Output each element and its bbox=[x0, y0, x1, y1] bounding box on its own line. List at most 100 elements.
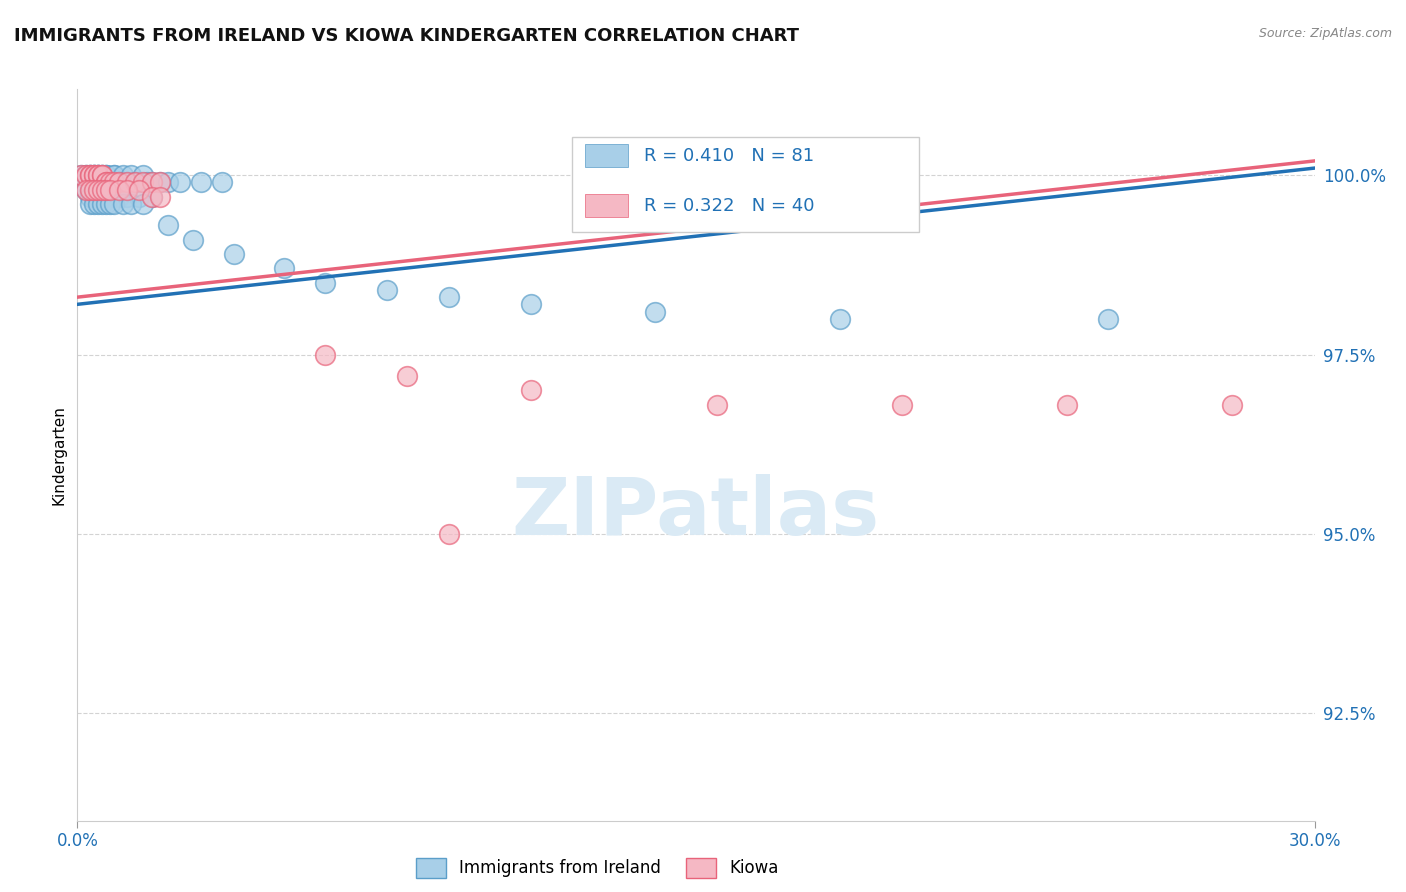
Point bbox=[149, 176, 172, 190]
Point bbox=[132, 176, 155, 190]
Point bbox=[437, 290, 460, 304]
Point bbox=[91, 168, 114, 182]
Point bbox=[83, 190, 105, 204]
Point bbox=[141, 176, 163, 190]
Point bbox=[273, 261, 295, 276]
Point bbox=[520, 297, 543, 311]
Point bbox=[75, 168, 97, 182]
Point bbox=[98, 176, 121, 190]
Point bbox=[83, 168, 105, 182]
Point bbox=[91, 190, 114, 204]
Point bbox=[87, 168, 110, 182]
Point bbox=[1220, 398, 1243, 412]
Point bbox=[157, 219, 180, 233]
Point bbox=[87, 168, 110, 182]
Point bbox=[87, 168, 110, 182]
Point bbox=[111, 176, 134, 190]
Point bbox=[79, 197, 101, 211]
Point bbox=[96, 176, 118, 190]
Point bbox=[79, 168, 101, 182]
Point bbox=[141, 176, 163, 190]
Point bbox=[96, 168, 118, 182]
Point bbox=[79, 168, 101, 182]
Y-axis label: Kindergarten: Kindergarten bbox=[51, 405, 66, 505]
Point bbox=[111, 197, 134, 211]
Point bbox=[96, 190, 118, 204]
Point bbox=[120, 197, 142, 211]
Point bbox=[87, 190, 110, 204]
Point bbox=[115, 176, 138, 190]
Point bbox=[107, 176, 129, 190]
Point bbox=[107, 176, 129, 190]
Point bbox=[107, 190, 129, 204]
Point bbox=[103, 183, 125, 197]
Point bbox=[91, 168, 114, 182]
Point bbox=[87, 168, 110, 182]
Point bbox=[706, 398, 728, 412]
Point bbox=[75, 183, 97, 197]
Point bbox=[83, 168, 105, 182]
Point bbox=[396, 369, 419, 384]
Point bbox=[98, 197, 121, 211]
FancyBboxPatch shape bbox=[585, 194, 628, 218]
Point bbox=[87, 197, 110, 211]
Point bbox=[375, 283, 398, 297]
Point bbox=[91, 168, 114, 182]
Point bbox=[83, 168, 105, 182]
Point bbox=[169, 176, 191, 190]
Point bbox=[115, 190, 138, 204]
Point bbox=[98, 183, 121, 197]
Point bbox=[644, 304, 666, 318]
Point bbox=[115, 176, 138, 190]
Text: R = 0.410   N = 81: R = 0.410 N = 81 bbox=[644, 147, 814, 165]
Point bbox=[830, 311, 852, 326]
Point bbox=[96, 197, 118, 211]
Point bbox=[107, 183, 129, 197]
Point bbox=[107, 176, 129, 190]
Point bbox=[211, 176, 233, 190]
Point bbox=[70, 168, 93, 182]
Point bbox=[437, 526, 460, 541]
Point bbox=[132, 197, 155, 211]
Point bbox=[96, 176, 118, 190]
Point bbox=[314, 347, 336, 361]
Point bbox=[79, 168, 101, 182]
Point bbox=[103, 197, 125, 211]
Point bbox=[79, 183, 101, 197]
Point bbox=[520, 384, 543, 398]
Point bbox=[115, 183, 138, 197]
Point bbox=[96, 183, 118, 197]
Point bbox=[70, 168, 93, 182]
Point bbox=[91, 168, 114, 182]
Point bbox=[96, 183, 118, 197]
Point bbox=[91, 183, 114, 197]
Point bbox=[124, 176, 146, 190]
Point bbox=[111, 168, 134, 182]
Point bbox=[87, 168, 110, 182]
Point bbox=[190, 176, 212, 190]
Point bbox=[1097, 311, 1119, 326]
Text: ZIPatlas: ZIPatlas bbox=[512, 475, 880, 552]
Text: R = 0.322   N = 40: R = 0.322 N = 40 bbox=[644, 197, 814, 215]
Text: Source: ZipAtlas.com: Source: ZipAtlas.com bbox=[1258, 27, 1392, 40]
Point bbox=[98, 176, 121, 190]
Point bbox=[98, 183, 121, 197]
FancyBboxPatch shape bbox=[585, 144, 628, 168]
FancyBboxPatch shape bbox=[572, 136, 918, 232]
Point bbox=[157, 176, 180, 190]
Point bbox=[83, 197, 105, 211]
Point bbox=[181, 233, 204, 247]
Point bbox=[83, 183, 105, 197]
Point bbox=[1056, 398, 1078, 412]
Point bbox=[128, 183, 150, 197]
Point bbox=[132, 168, 155, 182]
Text: IMMIGRANTS FROM IRELAND VS KIOWA KINDERGARTEN CORRELATION CHART: IMMIGRANTS FROM IRELAND VS KIOWA KINDERG… bbox=[14, 27, 799, 45]
Point bbox=[128, 190, 150, 204]
Point bbox=[79, 190, 101, 204]
Point bbox=[91, 168, 114, 182]
Point bbox=[83, 168, 105, 182]
Point bbox=[87, 183, 110, 197]
Point bbox=[87, 168, 110, 182]
Point bbox=[115, 183, 138, 197]
Legend: Immigrants from Ireland, Kiowa: Immigrants from Ireland, Kiowa bbox=[416, 858, 779, 878]
